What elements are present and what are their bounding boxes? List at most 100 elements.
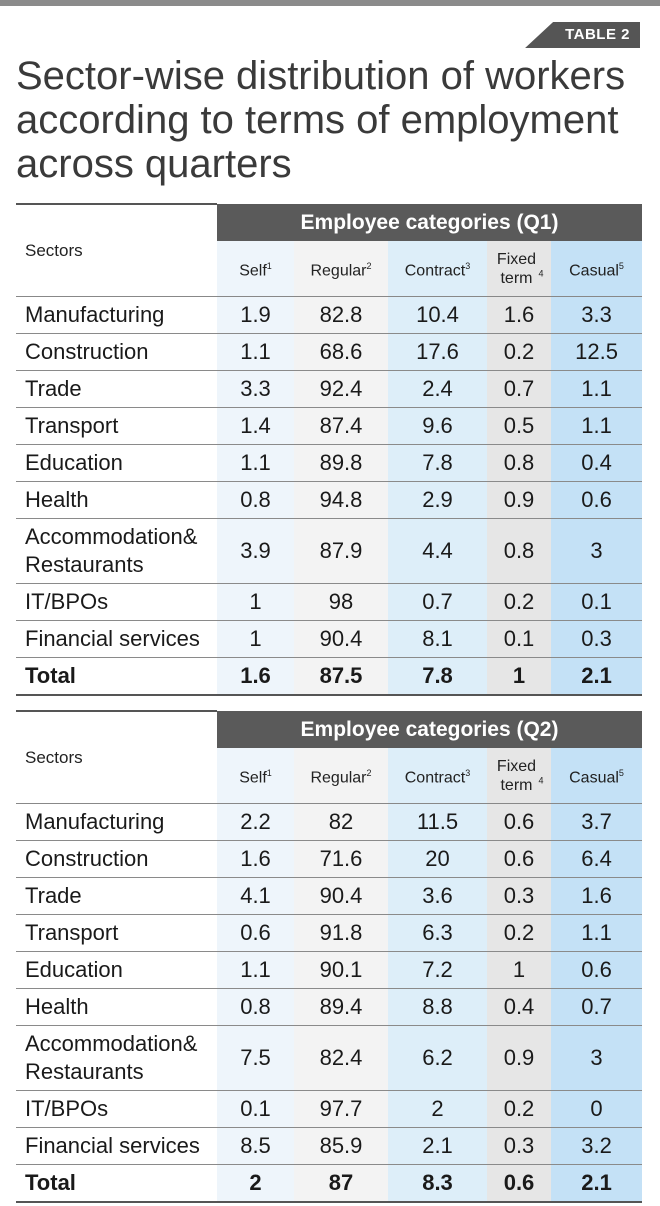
value-casual: 2.1 xyxy=(551,1164,643,1203)
value-self: 1.1 xyxy=(217,333,294,371)
table-row: Trade 4.1 90.4 3.6 0.3 1.6 xyxy=(16,877,643,915)
table-row: IT/BPOs 1 98 0.7 0.2 0.1 xyxy=(16,583,643,621)
value-fixed-term: 0.4 xyxy=(487,988,551,1026)
value-self: 0.6 xyxy=(217,914,294,952)
value-fixed-term: 0.2 xyxy=(487,583,551,621)
column-label: Self xyxy=(239,262,267,280)
value-regular: 68.6 xyxy=(294,333,388,371)
value-regular: 89.8 xyxy=(294,444,388,482)
value-self: 1.6 xyxy=(217,840,294,878)
value-contract: 8.3 xyxy=(388,1164,487,1203)
value-regular: 87.9 xyxy=(294,518,388,584)
value-self: 2 xyxy=(217,1164,294,1203)
value-self: 0.8 xyxy=(217,481,294,519)
value-self: 1.6 xyxy=(217,657,294,696)
column-label: Self xyxy=(239,769,267,787)
column-header-contract: Contract3 xyxy=(388,241,487,297)
value-self: 1.9 xyxy=(217,296,294,334)
table-row: Financial services 8.5 85.9 2.1 0.3 3.2 xyxy=(16,1127,643,1165)
value-regular: 90.1 xyxy=(294,951,388,989)
value-self: 1.4 xyxy=(217,407,294,445)
value-casual: 0.6 xyxy=(551,951,643,989)
value-casual: 0.3 xyxy=(551,620,643,658)
top-rule xyxy=(0,0,660,6)
value-fixed-term: 0.2 xyxy=(487,333,551,371)
sector-name: Trade xyxy=(16,877,217,915)
column-header-contract: Contract3 xyxy=(388,748,487,804)
value-casual: 3 xyxy=(551,1025,643,1091)
footnote-marker: 3 xyxy=(465,767,471,778)
sector-name: Financial services xyxy=(16,1127,217,1165)
column-header-fixed-term: Fixed term 4 xyxy=(487,241,551,297)
sectors-header: Sectors xyxy=(16,710,217,804)
table-row: Financial services 1 90.4 8.1 0.1 0.3 xyxy=(16,620,643,658)
value-casual: 0.6 xyxy=(551,481,643,519)
value-fixed-term: 0.2 xyxy=(487,1090,551,1128)
value-fixed-term: 0.9 xyxy=(487,481,551,519)
value-self: 2.2 xyxy=(217,803,294,841)
value-fixed-term: 0.6 xyxy=(487,840,551,878)
value-regular: 89.4 xyxy=(294,988,388,1026)
sector-name: Education xyxy=(16,951,217,989)
value-casual: 3.3 xyxy=(551,296,643,334)
value-self: 1.1 xyxy=(217,444,294,482)
total-row: Total 2 87 8.3 0.6 2.1 xyxy=(16,1164,643,1203)
value-fixed-term: 0.3 xyxy=(487,1127,551,1165)
column-header-self: Self1 xyxy=(217,241,294,297)
footnote-marker: 1 xyxy=(266,260,272,271)
sector-name: Manufacturing xyxy=(16,803,217,841)
value-contract: 11.5 xyxy=(388,803,487,841)
table-row: Accommodation& Restaurants 3.9 87.9 4.4 0.8 3 xyxy=(16,518,643,584)
value-casual: 0 xyxy=(551,1090,643,1128)
value-fixed-term: 0.8 xyxy=(487,444,551,482)
column-label: Casual xyxy=(569,262,619,280)
table-row: Education 1.1 89.8 7.8 0.8 0.4 xyxy=(16,444,643,482)
column-label: Contract xyxy=(404,769,466,787)
value-self: 0.8 xyxy=(217,988,294,1026)
total-row: Total 1.6 87.5 7.8 1 2.1 xyxy=(16,657,643,696)
table-row: IT/BPOs 0.1 97.7 2 0.2 0 xyxy=(16,1090,643,1128)
table-row: Manufacturing 2.2 82 11.5 0.6 3.7 xyxy=(16,803,643,841)
sector-name: Accommodation& Restaurants xyxy=(16,518,217,584)
value-casual: 0.4 xyxy=(551,444,643,482)
value-regular: 90.4 xyxy=(294,620,388,658)
sector-name: Health xyxy=(16,988,217,1026)
table-row: Trade 3.3 92.4 2.4 0.7 1.1 xyxy=(16,370,643,408)
value-contract: 6.2 xyxy=(388,1025,487,1091)
value-casual: 1.1 xyxy=(551,407,643,445)
value-casual: 12.5 xyxy=(551,333,643,371)
sector-name: Education xyxy=(16,444,217,482)
value-contract: 6.3 xyxy=(388,914,487,952)
column-header-fixed-term: Fixed term 4 xyxy=(487,748,551,804)
value-regular: 71.6 xyxy=(294,840,388,878)
sector-name: IT/BPOs xyxy=(16,583,217,621)
value-contract: 7.2 xyxy=(388,951,487,989)
value-fixed-term: 0.6 xyxy=(487,803,551,841)
sector-name: Accommodation& Restaurants xyxy=(16,1025,217,1091)
value-contract: 2 xyxy=(388,1090,487,1128)
value-fixed-term: 0.6 xyxy=(487,1164,551,1203)
value-regular: 94.8 xyxy=(294,481,388,519)
sector-name: Health xyxy=(16,481,217,519)
value-regular: 98 xyxy=(294,583,388,621)
value-contract: 8.1 xyxy=(388,620,487,658)
value-contract: 3.6 xyxy=(388,877,487,915)
q2-table: Sectors Employee categories (Q2) Self1 Re… xyxy=(16,710,643,1203)
table-number-tag: TABLE 2 xyxy=(525,22,640,48)
footnote-marker: 5 xyxy=(618,767,624,778)
column-header-regular: Regular2 xyxy=(294,241,388,297)
value-casual: 2.1 xyxy=(551,657,643,696)
table-row: Construction 1.6 71.6 20 0.6 6.4 xyxy=(16,840,643,878)
value-fixed-term: 1 xyxy=(487,657,551,696)
value-fixed-term: 0.2 xyxy=(487,914,551,952)
value-contract: 7.8 xyxy=(388,444,487,482)
table-row: Transport 0.6 91.8 6.3 0.2 1.1 xyxy=(16,914,643,952)
value-contract: 2.1 xyxy=(388,1127,487,1165)
value-self: 1.1 xyxy=(217,951,294,989)
value-fixed-term: 0.1 xyxy=(487,620,551,658)
table-row: Accommodation& Restaurants 7.5 82.4 6.2 0.9 3 xyxy=(16,1025,643,1091)
value-contract: 2.9 xyxy=(388,481,487,519)
value-casual: 1.6 xyxy=(551,877,643,915)
value-regular: 82 xyxy=(294,803,388,841)
table-row: Transport 1.4 87.4 9.6 0.5 1.1 xyxy=(16,407,643,445)
